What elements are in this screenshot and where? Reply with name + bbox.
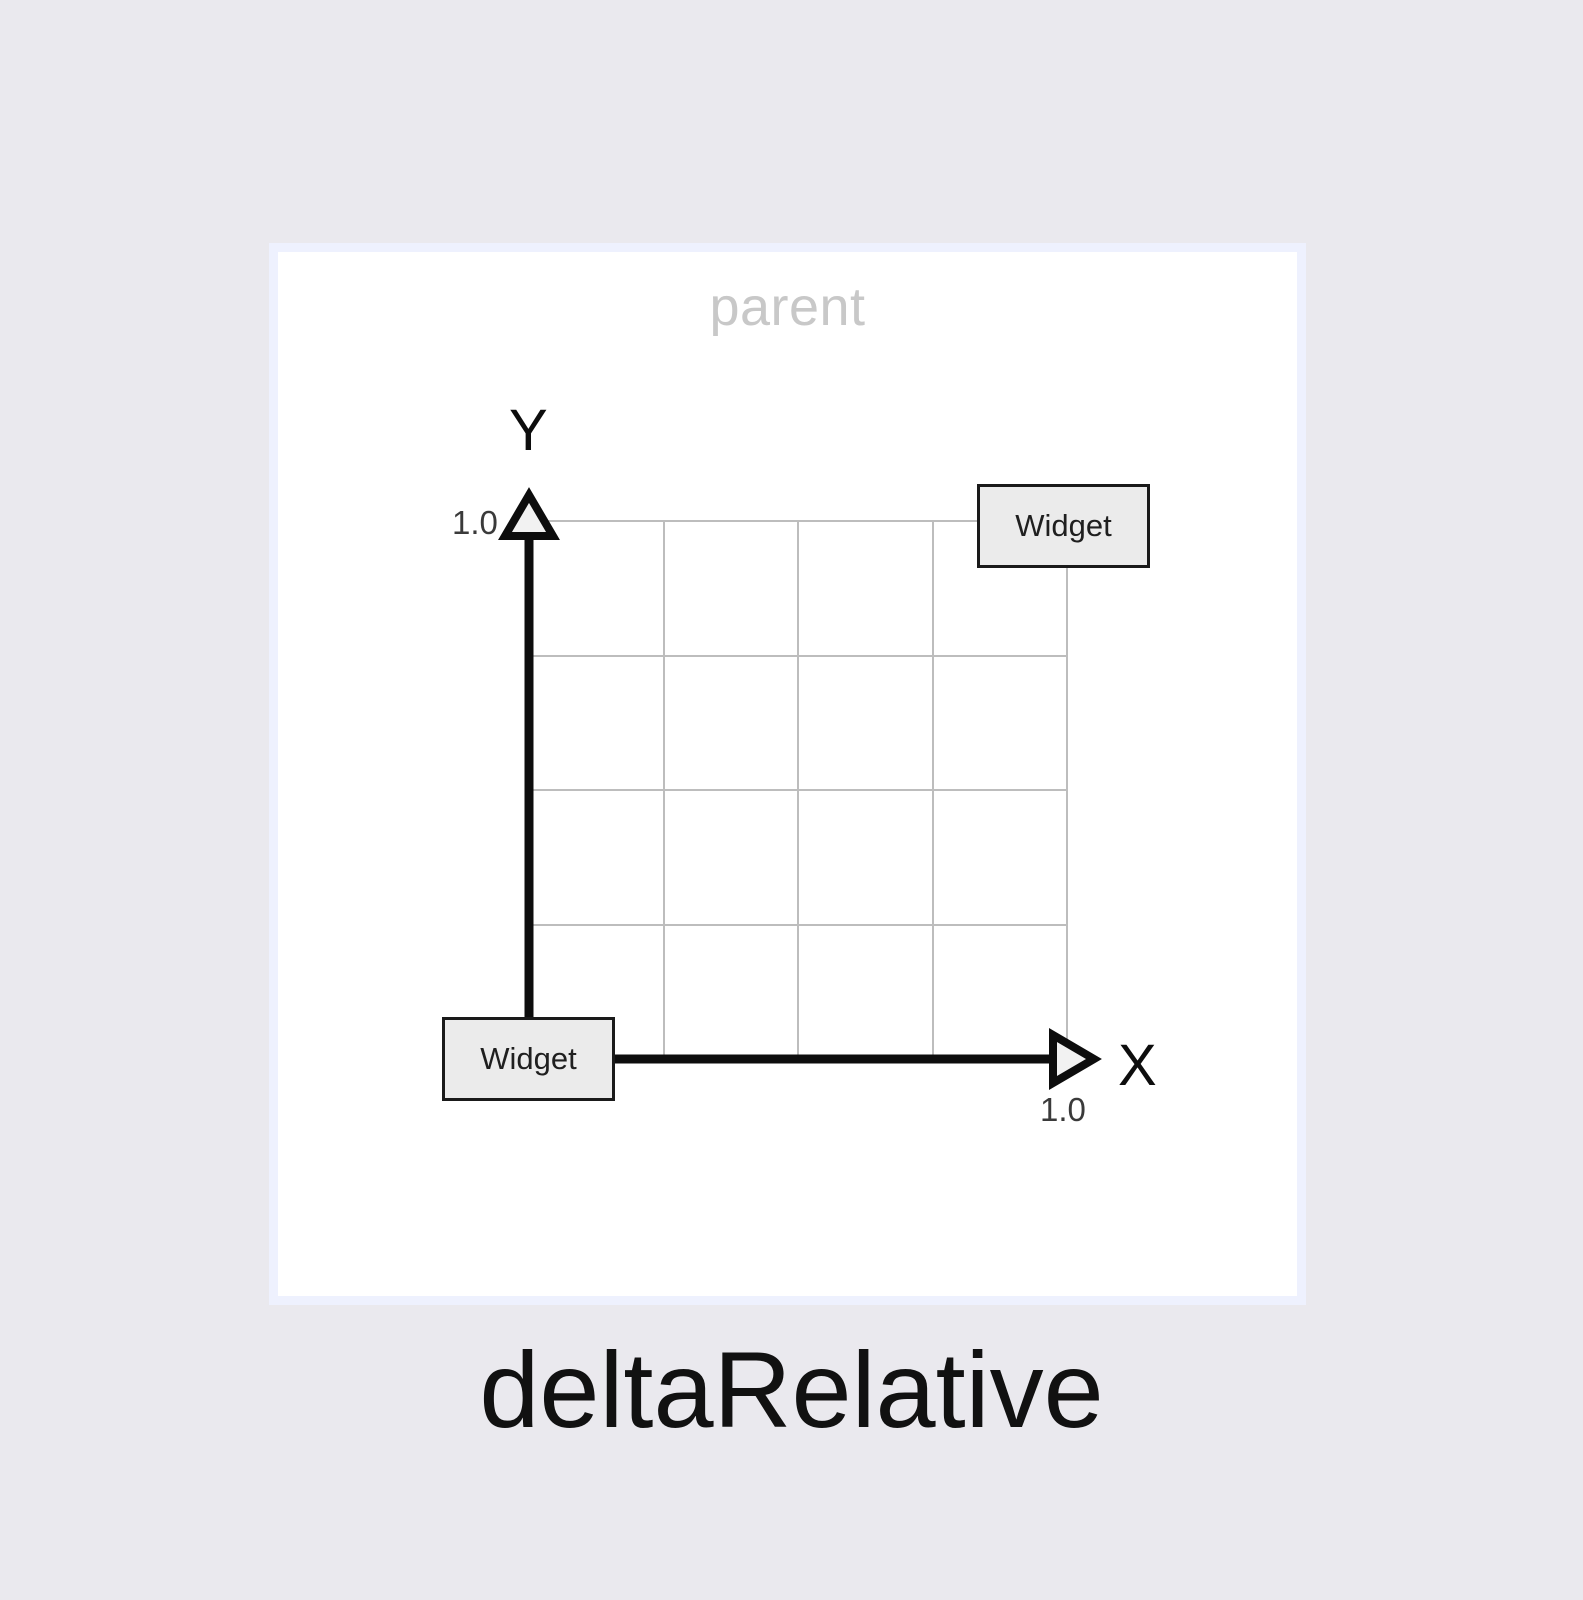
parent-card-title: parent [709,277,866,337]
coordinate-diagram [498,487,1102,1090]
figure-caption: deltaRelative [479,1329,1104,1450]
x-axis-label: X [1118,1033,1157,1098]
widget-box-bottom-left-label: Widget [480,1041,577,1076]
y-axis-arrowhead [498,487,560,540]
y-axis-label: Y [509,398,548,463]
x-axis-max-tick-label: 1.0 [1040,1091,1086,1128]
x-axis-arrowhead [1049,1028,1102,1090]
grid-lines [528,520,1068,1060]
widget-box-top-right-label: Widget [1015,508,1112,543]
widget-box-bottom-left[interactable]: Widget [442,1017,615,1101]
y-axis-max-tick-label: 1.0 [452,504,498,541]
parent-card: parent [269,243,1306,1305]
widget-box-top-right[interactable]: Widget [977,484,1150,568]
